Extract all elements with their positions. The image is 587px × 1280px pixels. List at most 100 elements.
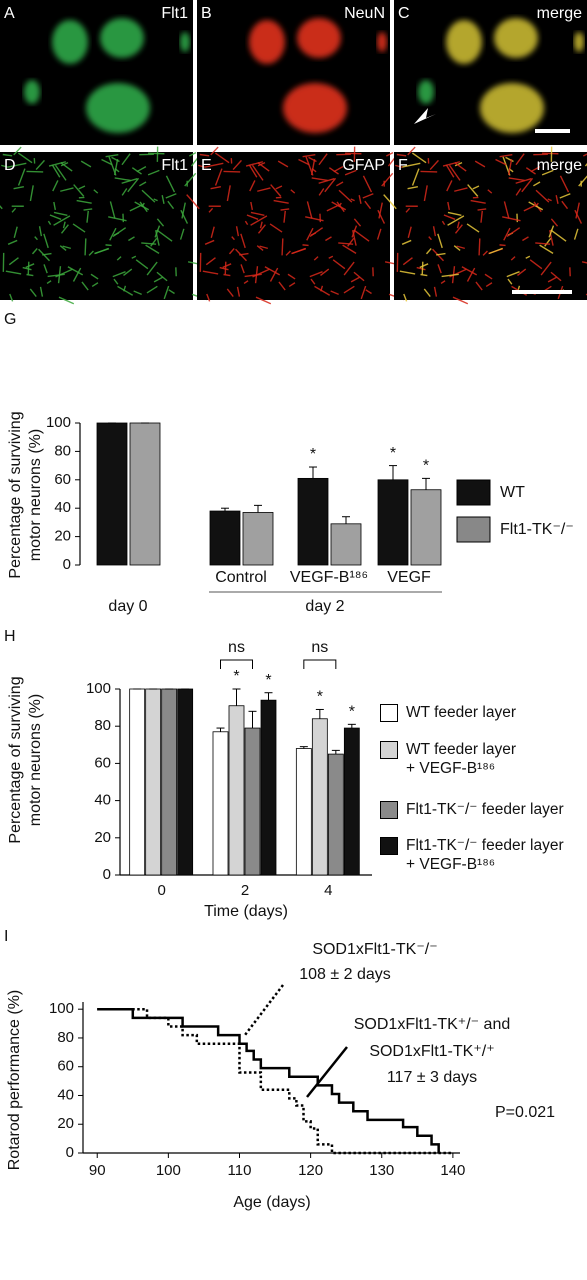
process — [105, 244, 112, 247]
process — [81, 281, 89, 291]
process — [184, 172, 197, 187]
significance: * — [390, 445, 396, 462]
bar — [410, 489, 442, 566]
process — [559, 175, 570, 193]
process — [401, 162, 421, 168]
process — [53, 201, 57, 211]
process — [264, 266, 281, 276]
process — [544, 237, 552, 247]
process — [436, 252, 446, 256]
process — [325, 236, 332, 242]
process — [343, 261, 355, 276]
process — [156, 229, 173, 242]
process — [302, 153, 316, 158]
process — [288, 282, 296, 288]
process — [383, 194, 397, 210]
y-tick-label: 40 — [54, 499, 71, 516]
y-tick-label: 80 — [57, 1029, 74, 1046]
process — [121, 178, 138, 184]
panel-letter: H — [4, 628, 16, 645]
bar — [260, 699, 277, 876]
process — [46, 280, 52, 285]
process — [454, 187, 468, 192]
process — [362, 193, 374, 199]
process — [206, 293, 211, 302]
process — [278, 281, 286, 291]
panel-letter: E — [201, 157, 212, 174]
process — [208, 207, 214, 213]
process — [91, 282, 99, 288]
cell — [283, 83, 347, 133]
process — [505, 156, 514, 163]
process — [148, 152, 165, 155]
process — [453, 245, 461, 251]
process — [521, 177, 534, 193]
cell — [86, 83, 150, 133]
y-tick-label: 80 — [94, 717, 111, 734]
process — [365, 289, 372, 295]
process — [447, 211, 462, 216]
panel-letter: C — [398, 5, 410, 22]
process — [60, 161, 73, 172]
y-tick-label: 80 — [54, 442, 71, 459]
process — [550, 218, 559, 227]
process — [223, 273, 231, 277]
bar — [129, 422, 161, 566]
process — [318, 178, 335, 184]
arrowhead — [414, 108, 436, 124]
process — [510, 256, 516, 261]
process — [377, 209, 386, 224]
process — [121, 153, 131, 166]
legend-label: Flt1-TK⁻/⁻ — [500, 521, 574, 538]
process — [186, 194, 200, 210]
x-axis-label: Age (days) — [233, 1194, 310, 1211]
process — [86, 210, 89, 223]
process — [26, 273, 34, 277]
process — [353, 229, 370, 242]
x-tick-label: Control — [215, 569, 267, 586]
process — [428, 236, 432, 241]
process — [326, 204, 340, 212]
p-value: P=0.021 — [495, 1104, 555, 1121]
process — [2, 153, 13, 157]
process — [59, 245, 67, 251]
x-tick-label: 90 — [89, 1162, 106, 1179]
process — [485, 282, 493, 288]
x-tick-label: 120 — [298, 1162, 323, 1179]
process — [336, 181, 344, 187]
process — [475, 281, 483, 291]
process — [275, 185, 283, 190]
y-tick-label: 0 — [66, 1144, 74, 1161]
process — [189, 151, 197, 157]
process — [250, 201, 254, 211]
process — [204, 162, 224, 168]
cell — [180, 32, 190, 52]
process — [559, 193, 571, 199]
process — [244, 273, 262, 278]
cell — [297, 18, 341, 58]
bar — [145, 688, 162, 876]
process — [487, 189, 493, 194]
process — [290, 189, 296, 194]
process — [547, 276, 557, 283]
process — [269, 267, 279, 282]
panel-label: GFAP — [342, 157, 385, 174]
process — [443, 214, 456, 220]
process — [72, 223, 86, 233]
bar — [177, 688, 194, 876]
process — [29, 288, 37, 297]
process — [358, 195, 362, 204]
x-tick-label: 130 — [369, 1162, 394, 1179]
process — [51, 164, 61, 178]
process — [578, 175, 587, 187]
x-tick-label: day 0 — [108, 598, 147, 615]
process — [447, 201, 451, 211]
process — [154, 225, 161, 238]
process — [240, 233, 246, 249]
panel-letter: G — [4, 311, 16, 328]
x-tick-label: 0 — [157, 882, 165, 899]
bracket — [220, 659, 253, 669]
process — [113, 278, 119, 285]
y-tick-label: 40 — [57, 1086, 74, 1103]
significance: * — [265, 672, 271, 689]
